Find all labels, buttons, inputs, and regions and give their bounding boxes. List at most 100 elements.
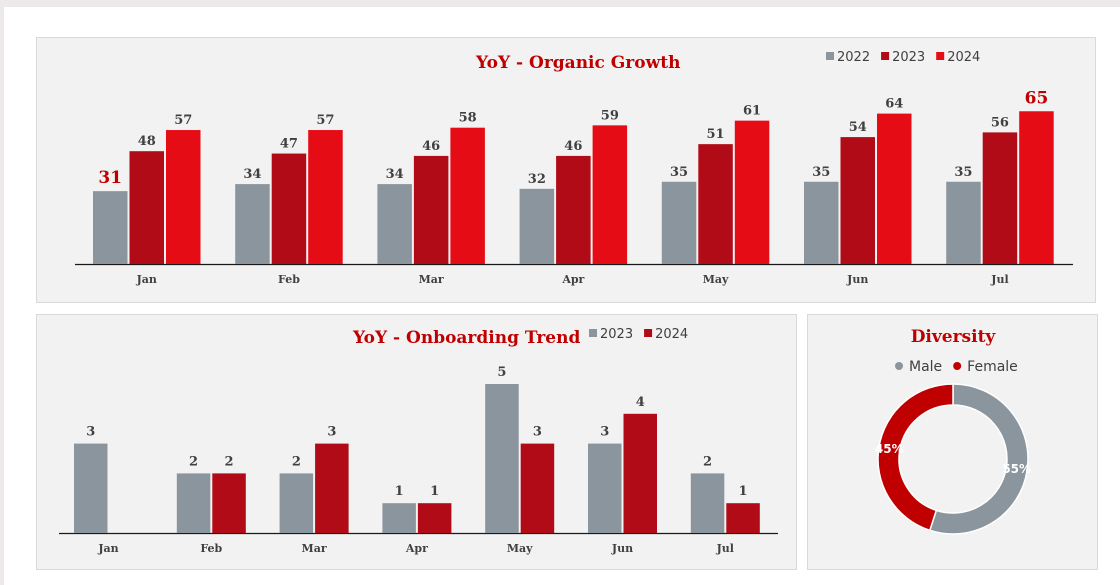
legend-swatch <box>644 329 653 337</box>
bar-2023-Jun <box>588 443 622 533</box>
category-label: Feb <box>200 542 222 555</box>
diversity-chart[interactable]: Diversity 55% 45% Male Female <box>807 314 1098 570</box>
legend-label: 2024 <box>655 327 688 342</box>
bar-2024-Mar <box>450 127 485 264</box>
data-label: 57 <box>316 113 334 128</box>
legend-label: Female <box>967 359 1018 375</box>
highlight-label: 65 <box>1025 88 1049 108</box>
bar-2023-Mar <box>279 473 314 533</box>
data-label: 48 <box>138 134 156 149</box>
bar-2022-Mar <box>377 184 412 264</box>
data-label: 2 <box>189 454 198 469</box>
data-label: 64 <box>885 97 903 112</box>
bar-2022-Jul <box>946 181 981 264</box>
slice-female <box>877 383 954 532</box>
legend-swatch <box>881 52 890 60</box>
category-label: Jan <box>97 542 118 555</box>
category-label: Jul <box>990 273 1008 286</box>
bar-2023-Apr <box>382 503 416 533</box>
data-label: 35 <box>670 165 688 180</box>
category-label: Jul <box>716 542 734 555</box>
data-label: 2 <box>225 454 234 469</box>
data-label: 54 <box>849 120 867 135</box>
chart-title: Diversity <box>911 327 997 347</box>
bar-2024-Feb <box>308 130 343 264</box>
data-label: 46 <box>564 139 582 154</box>
data-label: 1 <box>395 484 404 499</box>
bar-2023-Jun <box>840 137 875 264</box>
bar-2024-Jul <box>1019 111 1054 264</box>
category-label: Jan <box>136 273 157 286</box>
bar-2023-Jan <box>74 443 108 533</box>
bar-2023-Apr <box>556 155 591 264</box>
bar-2024-Mar <box>315 443 349 533</box>
bar-2023-May <box>485 384 519 533</box>
category-label: Jun <box>846 273 868 286</box>
bar-2023-Jan <box>129 151 164 264</box>
bar-2023-Feb <box>271 153 307 264</box>
slice-label: 45% <box>875 442 904 456</box>
data-label: 35 <box>954 165 972 180</box>
category-label: Jun <box>611 542 633 555</box>
category-label: Mar <box>302 542 327 555</box>
chart-title: YoY - Organic Growth <box>475 53 680 73</box>
bar-2022-May <box>661 181 697 264</box>
legend-label: 2023 <box>600 327 633 342</box>
legend-label: 2023 <box>892 50 925 65</box>
bar-2024-Jun <box>623 413 657 533</box>
bar-2024-Feb <box>212 473 246 533</box>
data-label: 61 <box>743 104 761 119</box>
bar-2023-Jul <box>982 132 1018 264</box>
worksheet: YoY - Organic Growth 31 48 57 Jan 34 47 57 Feb 3… <box>4 7 1120 585</box>
diversity-svg: Diversity 55% 45% Male Female <box>875 327 1031 535</box>
data-label: 47 <box>280 137 298 152</box>
category-label: Mar <box>419 273 444 286</box>
bar-2023-Mar <box>413 155 449 264</box>
data-label: 51 <box>707 127 725 142</box>
highlight-label: 31 <box>98 168 122 188</box>
legend-label: 2022 <box>837 50 870 65</box>
bar-2024-May <box>520 443 555 533</box>
data-label: 56 <box>991 115 1009 130</box>
category-label: May <box>507 542 533 555</box>
onboarding-trend-chart[interactable]: YoY - Onboarding Trend 3 Jan 2 2 Feb 2 3 Mar 1 1 A… <box>36 314 797 570</box>
data-label: 2 <box>292 454 301 469</box>
bar-2023-May <box>698 144 733 264</box>
legend-swatch <box>895 362 903 370</box>
bar-2024-Apr <box>417 503 452 533</box>
category-label: Apr <box>405 542 428 555</box>
data-label: 1 <box>739 484 748 499</box>
legend-label: Male <box>909 359 942 375</box>
data-label: 57 <box>174 113 192 128</box>
data-label: 3 <box>600 425 609 440</box>
data-label: 34 <box>386 167 404 182</box>
data-label: 3 <box>86 425 95 440</box>
data-label: 46 <box>422 139 440 154</box>
bar-2024-Apr <box>592 125 628 264</box>
legend-swatch <box>589 329 597 337</box>
slice-label: 55% <box>1002 462 1031 476</box>
category-label: May <box>703 273 729 286</box>
data-label: 3 <box>533 425 542 440</box>
data-label: 1 <box>430 484 439 499</box>
bar-2023-Jul <box>690 473 725 533</box>
bar-2022-Apr <box>519 188 555 264</box>
organic-growth-chart[interactable]: YoY - Organic Growth 31 48 57 Jan 34 47 57 Feb 3… <box>36 37 1096 303</box>
data-label: 5 <box>497 365 506 380</box>
bar-2022-Jan <box>93 191 128 264</box>
data-label: 34 <box>243 167 261 182</box>
data-label: 35 <box>812 165 830 180</box>
bar-2022-Jun <box>804 181 839 264</box>
data-label: 58 <box>459 111 477 126</box>
data-label: 2 <box>703 454 712 469</box>
legend-swatch <box>826 52 834 60</box>
legend-swatch <box>953 362 962 370</box>
onboarding-trend-svg: YoY - Onboarding Trend 3 Jan 2 2 Feb 2 3 Mar 1 1 A… <box>59 327 778 555</box>
data-label: 3 <box>327 425 336 440</box>
category-label: Apr <box>561 273 584 286</box>
chart-title: YoY - Onboarding Trend <box>352 328 580 348</box>
bar-2024-Jun <box>877 113 912 264</box>
bar-2022-Feb <box>235 184 270 264</box>
data-label: 32 <box>528 172 546 187</box>
data-label: 59 <box>601 108 619 123</box>
